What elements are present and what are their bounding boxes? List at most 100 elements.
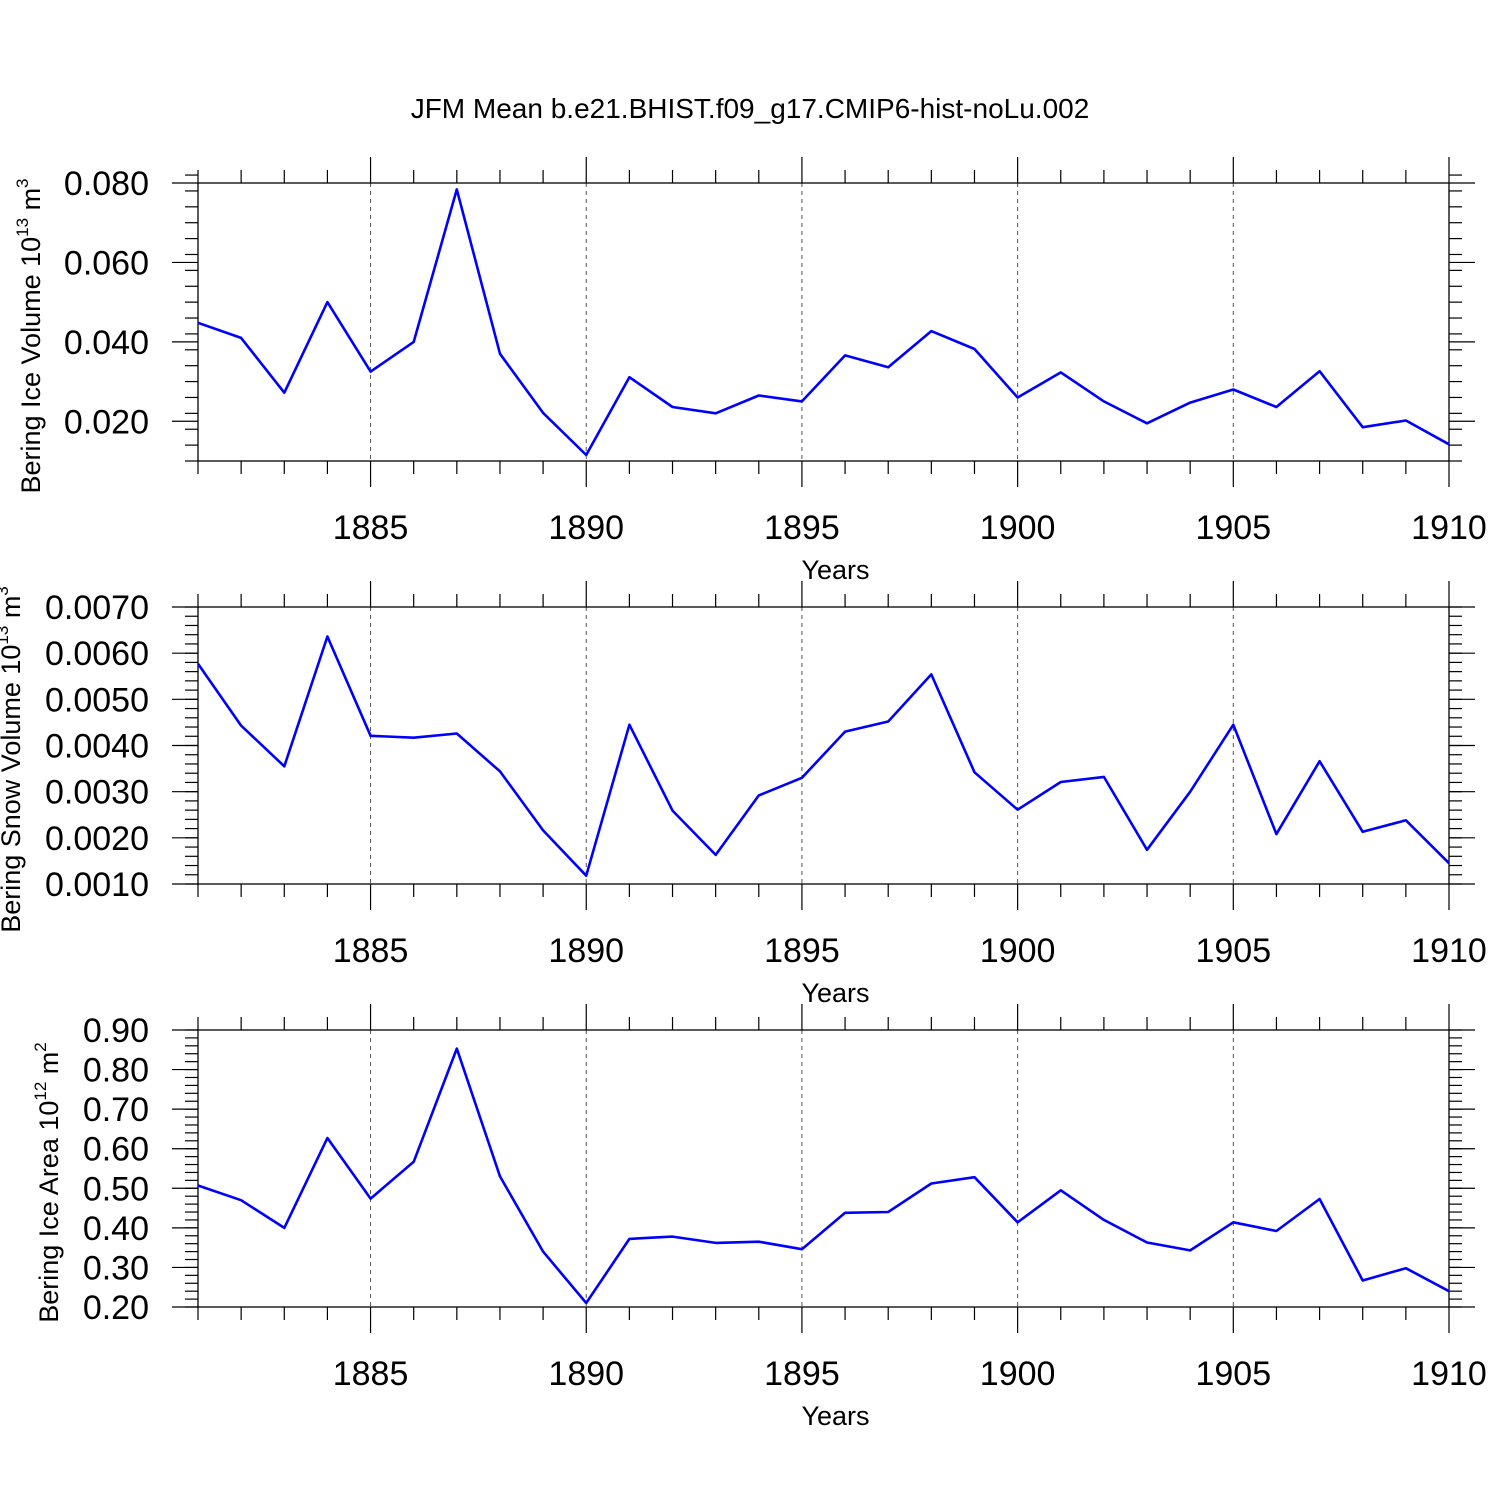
- plot-frame: [197, 1029, 1450, 1308]
- data-point-1895: [800, 1247, 804, 1251]
- chart-panels: 1885 1890 1895 1900 1905 1910 0.020 0.040 0.060 0…: [0, 157, 1487, 1431]
- data-point-1900: [1016, 1220, 1020, 1224]
- data-point-1895: [800, 776, 804, 780]
- panel-1: 1885 1890 1895 1900 1905 1910 0.020 0.040 0.060 0…: [13, 157, 1487, 585]
- data-point-1910: [1447, 442, 1451, 446]
- data-point-1910: [1447, 861, 1451, 865]
- y-tick-label: 0.080: [64, 165, 149, 203]
- y-tick-label: 0.0030: [45, 774, 149, 812]
- x-tick-label: 1895: [764, 1355, 840, 1393]
- data-point-1894: [757, 393, 761, 397]
- y-tick-label: 0.0070: [45, 589, 149, 627]
- data-point-1884: [325, 300, 329, 304]
- x-tick-label: 1910: [1411, 509, 1487, 547]
- data-point-1909: [1404, 418, 1408, 422]
- y-tick-label: 0.0020: [45, 820, 149, 858]
- data-point-1891: [627, 1237, 631, 1241]
- x-tick-label: 1900: [980, 1355, 1056, 1393]
- data-point-1885: [369, 1197, 373, 1201]
- y-axis-title-superscript: 2: [31, 1042, 50, 1051]
- data-point-1909: [1404, 1266, 1408, 1270]
- data-point-1897: [886, 365, 890, 369]
- y-axis-title: Bering Ice Volume 1013 m3: [13, 178, 46, 493]
- y-axis-title-text: Bering Ice Area 10: [34, 1101, 64, 1323]
- data-point-1907: [1318, 369, 1322, 373]
- data-point-1886: [412, 1160, 416, 1164]
- data-point-1894: [757, 793, 761, 797]
- data-point-1896: [843, 353, 847, 357]
- x-tick-label: 1885: [333, 509, 409, 547]
- y-axis-title-superscript: 3: [0, 586, 12, 595]
- data-point-1906: [1274, 405, 1278, 409]
- y-tick-label: 0.50: [83, 1170, 149, 1208]
- data-point-1892: [671, 1235, 675, 1239]
- panel-2: 1885 1890 1895 1900 1905 1910 0.0010 0.0020 0.00…: [0, 581, 1487, 1008]
- data-point-1883: [282, 764, 286, 768]
- x-axis-title: Years: [801, 555, 869, 585]
- data-point-1900: [1016, 395, 1020, 399]
- data-point-1904: [1188, 401, 1192, 405]
- y-axis-title-text: m: [34, 1052, 64, 1082]
- data-point-1898: [929, 672, 933, 676]
- data-point-1901: [1059, 780, 1063, 784]
- data-point-1883: [282, 1226, 286, 1230]
- y-axis-title: Bering Ice Area 1012 m2: [31, 1042, 64, 1323]
- y-axis-title: Bering Snow Volume 1013 m3: [0, 586, 26, 933]
- x-tick-label: 1910: [1411, 1355, 1487, 1393]
- y-tick-label: 0.70: [83, 1091, 149, 1129]
- x-tick-label: 1905: [1195, 1355, 1271, 1393]
- y-axis-title-text: m: [16, 188, 46, 218]
- y-tick-label: 0.20: [83, 1289, 149, 1327]
- data-point-1882: [239, 1198, 243, 1202]
- data-point-1901: [1059, 1188, 1063, 1192]
- y-tick-label: 0.060: [64, 244, 149, 282]
- y-axis-title-text: Bering Snow Volume 10: [0, 645, 26, 933]
- data-point-1896: [843, 1211, 847, 1215]
- data-point-1905: [1231, 388, 1235, 392]
- data-point-1883: [282, 391, 286, 395]
- y-axis-title-superscript: 13: [0, 626, 12, 645]
- x-tick-label: 1900: [980, 509, 1056, 547]
- data-point-1900: [1016, 808, 1020, 812]
- data-point-1887: [455, 1047, 459, 1051]
- x-tick-label: 1895: [764, 509, 840, 547]
- data-point-1885: [369, 370, 373, 374]
- data-point-1898: [929, 329, 933, 333]
- y-tick-label: 0.0050: [45, 681, 149, 719]
- y-axis-title-superscript: 12: [31, 1082, 50, 1101]
- data-point-1884: [325, 635, 329, 639]
- y-axis-title-superscript: 3: [13, 178, 32, 187]
- data-point-1893: [714, 853, 718, 857]
- data-point-1906: [1274, 1229, 1278, 1233]
- data-point-1905: [1231, 723, 1235, 727]
- data-point-1888: [498, 1174, 502, 1178]
- y-tick-label: 0.020: [64, 403, 149, 441]
- data-point-1891: [627, 723, 631, 727]
- data-point-1899: [972, 347, 976, 351]
- data-point-1893: [714, 411, 718, 415]
- data-point-1902: [1102, 1218, 1106, 1222]
- data-point-1897: [886, 719, 890, 723]
- panel-3: 1885 1890 1895 1900 1905 1910 0.200.300.400.50…: [31, 1004, 1487, 1431]
- data-point-1903: [1145, 1240, 1149, 1244]
- data-point-1881: [196, 1184, 200, 1188]
- x-tick-label: 1890: [548, 509, 624, 547]
- x-tick-label: 1885: [333, 1355, 409, 1393]
- data-point-1899: [972, 770, 976, 774]
- data-point-1881: [196, 321, 200, 325]
- data-series-line: [196, 635, 1450, 878]
- x-axis-title: Years: [801, 978, 869, 1008]
- y-axis-title-text: m: [0, 596, 26, 626]
- x-tick-label: 1900: [980, 932, 1056, 970]
- data-point-1884: [325, 1136, 329, 1140]
- data-point-1905: [1231, 1220, 1235, 1224]
- data-point-1892: [671, 809, 675, 813]
- data-point-1893: [714, 1241, 718, 1245]
- data-point-1902: [1102, 775, 1106, 779]
- y-tick-label: 0.60: [83, 1131, 149, 1169]
- y-tick-label: 0.0060: [45, 635, 149, 673]
- data-point-1891: [627, 375, 631, 379]
- chart-title: JFM Mean b.e21.BHIST.f09_g17.CMIP6-hist-…: [411, 93, 1090, 124]
- y-tick-label: 0.0010: [45, 866, 149, 904]
- data-point-1895: [800, 399, 804, 403]
